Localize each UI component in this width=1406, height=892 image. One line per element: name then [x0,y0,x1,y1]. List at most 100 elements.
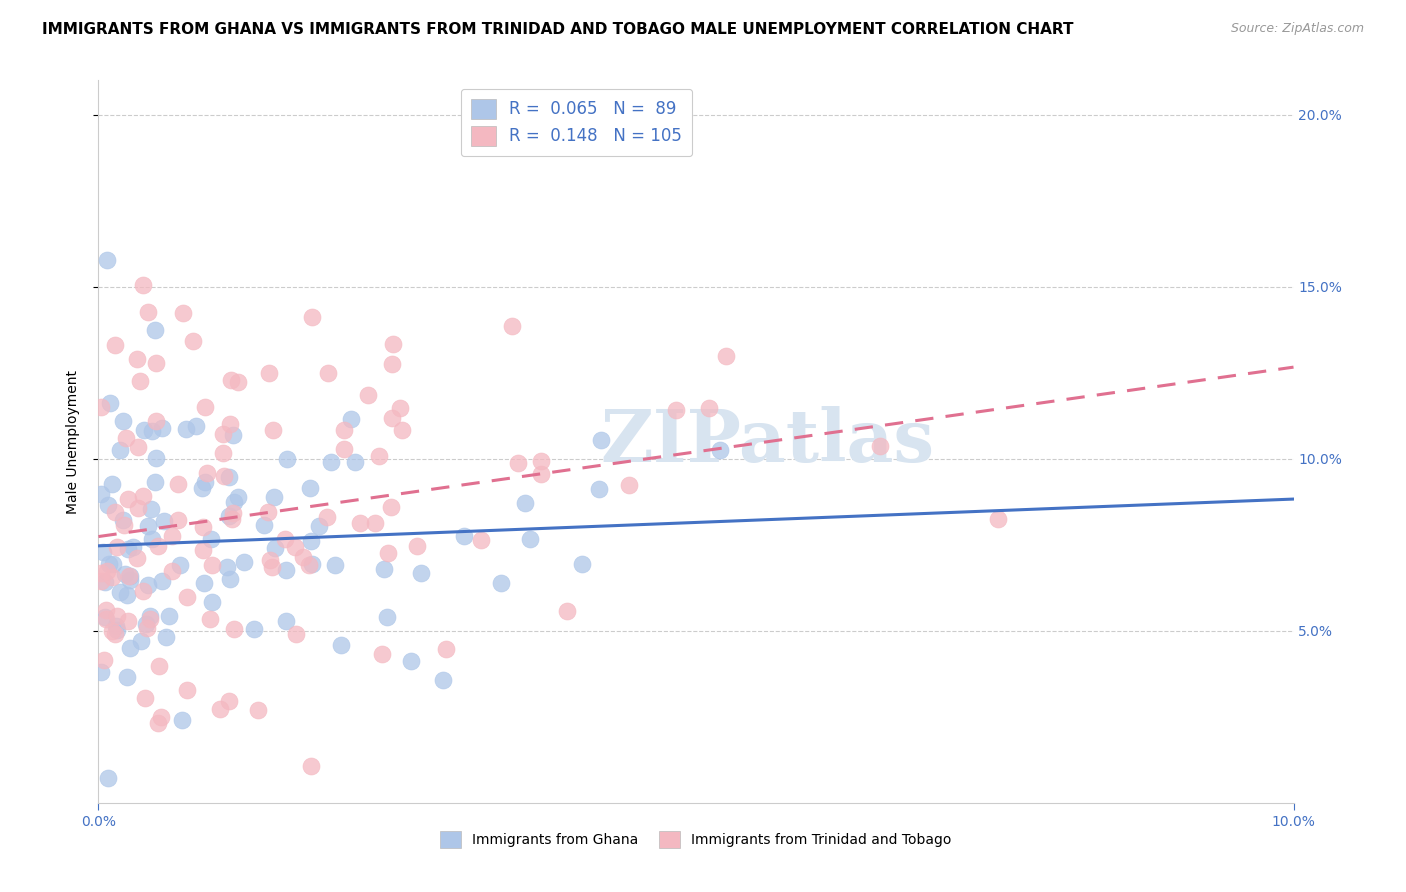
Point [233,555,256,569]
Point [101,557,124,571]
Point [96,253,118,268]
Point [111,513,134,527]
Point [299,759,322,773]
Point [434,642,457,657]
Point [375,610,398,624]
Point [191,481,214,495]
Point [131,633,153,648]
Point [90,665,112,679]
Point [298,481,321,495]
Point [193,519,215,533]
Point [382,337,405,351]
Point [319,454,342,468]
Point [200,612,222,626]
Point [141,424,163,438]
Point [301,557,323,571]
Point [343,455,366,469]
Point [101,624,124,639]
Point [218,693,240,707]
Point [94,612,117,626]
Point [193,576,215,591]
Point [118,640,141,655]
Point [98,396,121,410]
Point [391,423,413,437]
Point [160,564,183,578]
Point [301,310,323,324]
Point [145,356,167,370]
Point [665,403,688,417]
Point [186,418,208,433]
Point [108,584,131,599]
Point [117,670,139,684]
Point [98,557,121,571]
Point [219,572,242,586]
Point [150,710,173,724]
Point [219,417,242,432]
Point [208,702,231,716]
Point [94,609,117,624]
Point [193,542,215,557]
Point [869,439,891,453]
Point [115,588,138,602]
Point [243,622,266,636]
Point [201,558,224,572]
Point [226,375,249,389]
Point [274,533,297,547]
Point [150,421,173,435]
Point [298,558,321,572]
Point [135,616,157,631]
Point [276,452,298,467]
Point [134,690,156,705]
Point [136,519,159,533]
Point [571,558,593,572]
Point [132,583,155,598]
Point [169,558,191,573]
Point [153,514,176,528]
Point [256,505,278,519]
Point [117,614,139,628]
Point [129,375,152,389]
Point [259,553,281,567]
Point [125,351,148,366]
Point [453,529,475,543]
Point [105,541,128,555]
Point [377,546,399,560]
Point [274,614,297,628]
Point [166,513,188,527]
Point [212,427,235,442]
Point [94,574,117,589]
Point [329,638,352,652]
Point [470,533,492,547]
Point [363,516,385,530]
Point [121,541,143,555]
Point [105,608,128,623]
Point [219,373,242,387]
Point [218,469,240,483]
Point [697,401,720,416]
Point [90,574,112,589]
Point [253,518,276,533]
Point [195,466,218,480]
Point [333,442,356,456]
Point [125,551,148,566]
Point [588,482,610,496]
Point [987,512,1010,526]
Point [114,567,136,582]
Point [222,506,245,520]
Point [411,566,433,581]
Point [139,502,162,516]
Point [617,478,640,492]
Point [380,357,402,371]
Point [224,494,246,508]
Point [432,673,454,687]
Point [299,533,322,548]
Point [117,491,139,506]
Point [90,566,112,581]
Point [371,647,394,661]
Point [108,442,131,457]
Point [513,496,536,510]
Point [97,771,120,785]
Point [157,609,180,624]
Point [114,518,136,533]
Point [340,412,363,426]
